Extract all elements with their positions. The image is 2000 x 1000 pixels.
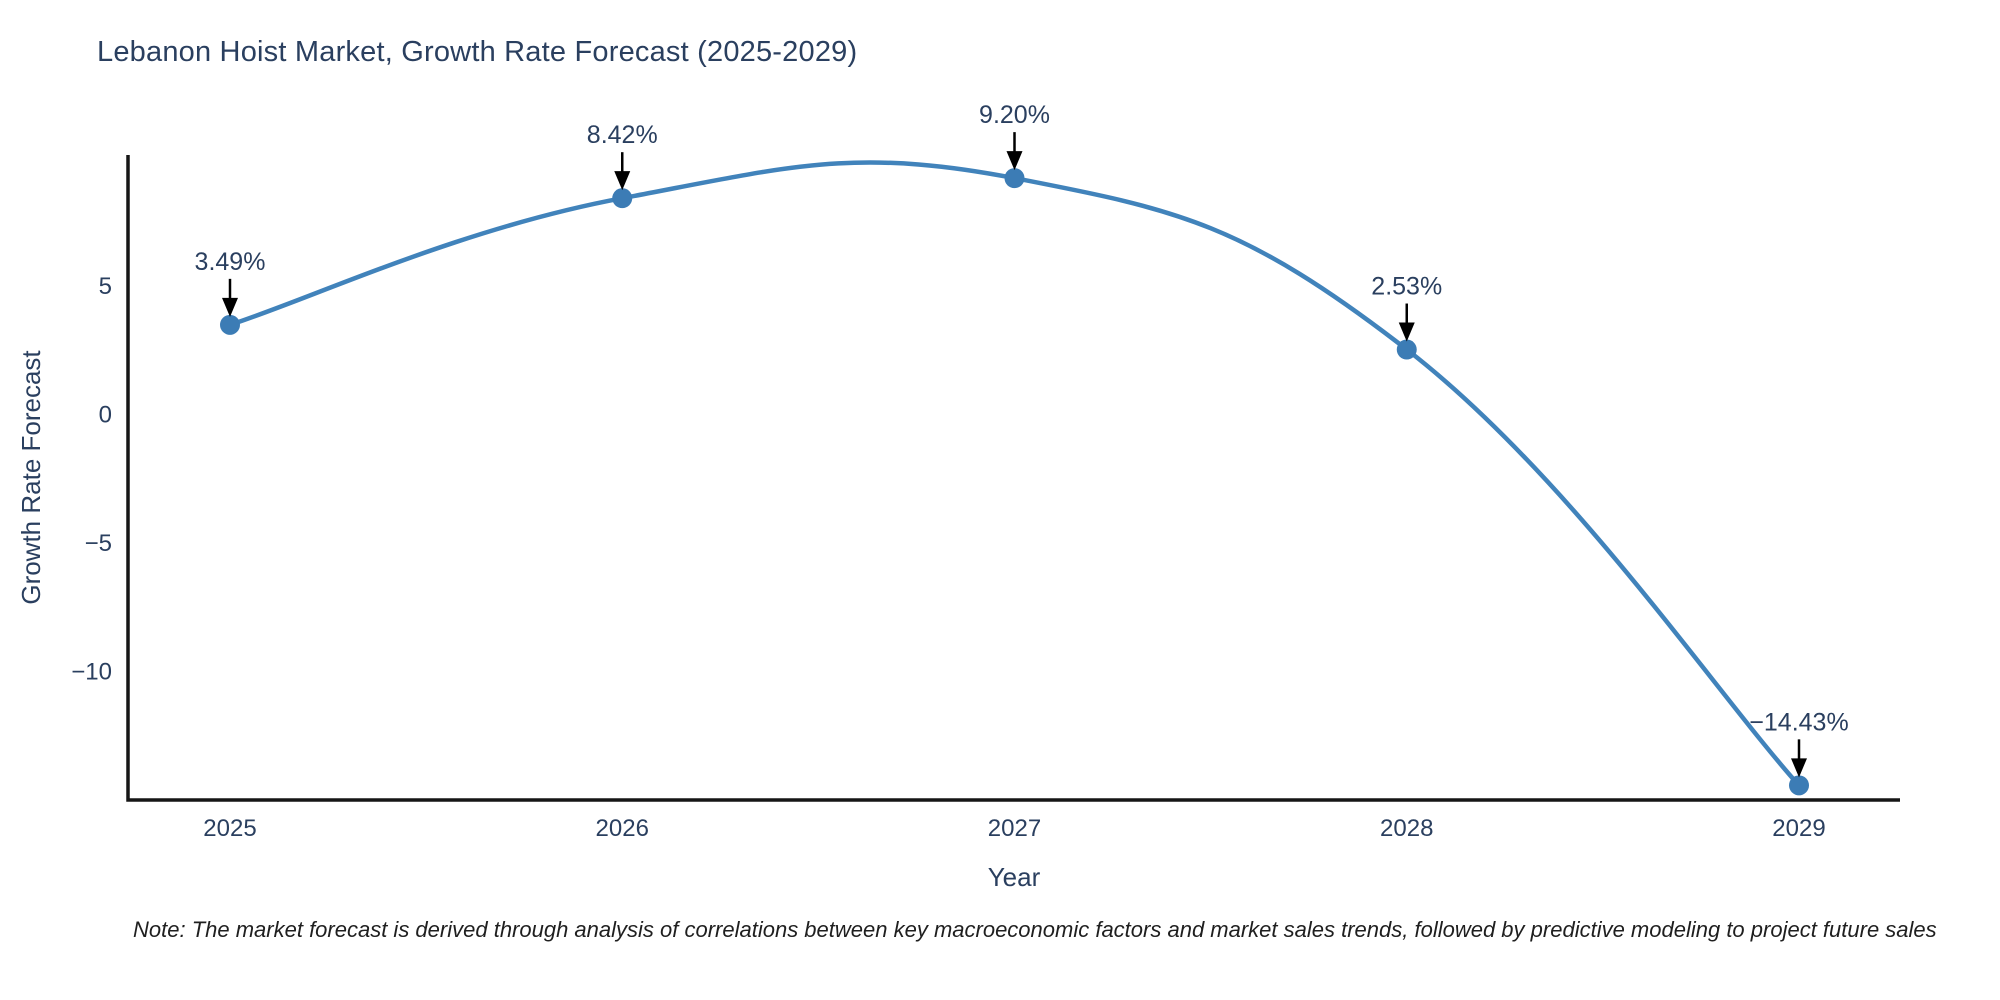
annotation-arrow-head: [614, 171, 631, 191]
y-tick-label: −5: [85, 530, 112, 557]
x-axis-label: Year: [987, 862, 1041, 892]
point-value-label: 2.53%: [1371, 273, 1442, 301]
y-tick-label: 5: [99, 273, 112, 300]
x-tick-label: 2027: [988, 815, 1041, 842]
forecast-line: [227, 160, 1802, 788]
data-point: [612, 188, 633, 209]
data-point: [1004, 168, 1025, 189]
point-value-label: 3.49%: [195, 248, 266, 276]
point-value-label: −14.43%: [1749, 708, 1848, 736]
footnote: Note: The market forecast is derived thr…: [133, 917, 1937, 942]
x-tick-label: 2028: [1380, 815, 1433, 842]
point-value-label: 8.42%: [587, 121, 658, 149]
y-tick-label: −10: [71, 659, 112, 686]
data-point: [220, 314, 240, 335]
y-axis-label: Growth Rate Forecast: [16, 350, 46, 605]
data-point: [1396, 339, 1417, 360]
x-tick-label: 2029: [1772, 815, 1825, 842]
annotation-arrow-head: [222, 297, 238, 317]
x-tick-label: 2026: [596, 815, 649, 842]
x-tick-label: 2025: [203, 815, 256, 842]
annotation-arrow-head: [1398, 322, 1415, 342]
chart-title: Lebanon Hoist Market, Growth Rate Foreca…: [97, 36, 858, 68]
y-tick-label: 0: [99, 402, 112, 429]
data-point: [1789, 775, 1809, 796]
axis-lines: [126, 155, 1900, 802]
annotation-arrow-head: [1006, 151, 1023, 171]
annotation-arrow-head: [1791, 758, 1807, 778]
point-value-label: 9.20%: [979, 101, 1050, 129]
